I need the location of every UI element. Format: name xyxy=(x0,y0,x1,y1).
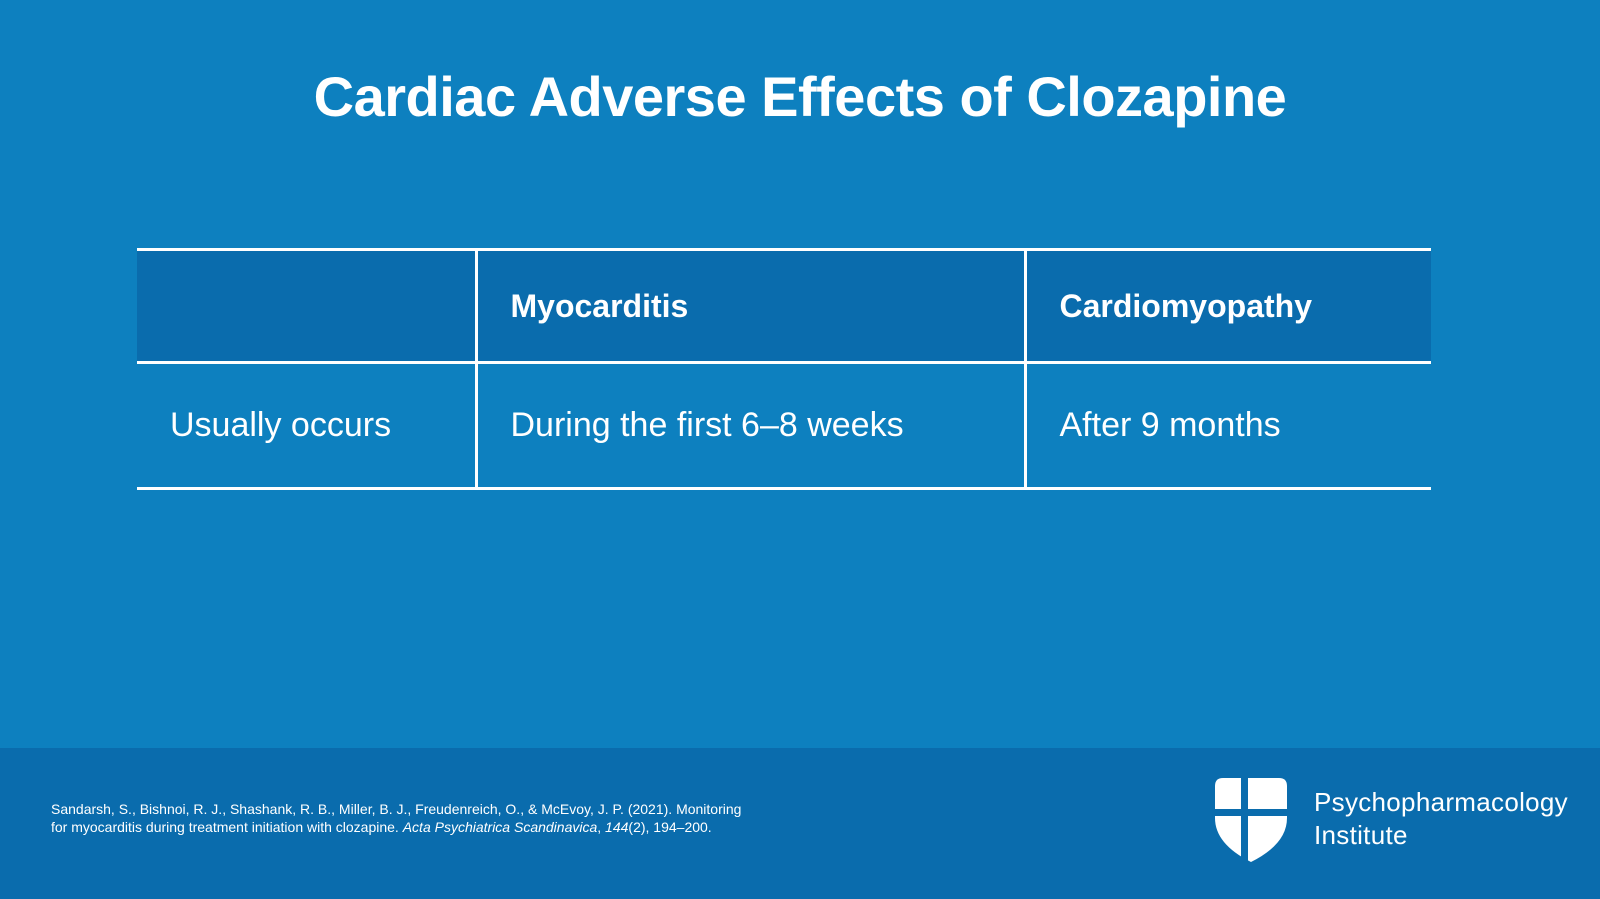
shield-cross-icon xyxy=(1210,774,1292,866)
logo: Psychopharmacology Institute xyxy=(1210,774,1568,866)
logo-text-line-2: Institute xyxy=(1314,820,1408,850)
table-header-empty xyxy=(137,249,476,363)
citation-issue-pages: (2), 194–200. xyxy=(628,819,712,835)
citation-line-1: Sandarsh, S., Bishnoi, R. J., Shashank, … xyxy=(51,801,742,817)
citation-journal-name: Acta Psychiatrica Scandinavica xyxy=(402,819,598,835)
slide-title: Cardiac Adverse Effects of Clozapine xyxy=(313,65,1287,128)
footer-band: Sandarsh, S., Bishnoi, R. J., Shashank, … xyxy=(0,748,1600,899)
table-header-myocarditis: Myocarditis xyxy=(474,249,1025,363)
citation: Sandarsh, S., Bishnoi, R. J., Shashank, … xyxy=(51,800,741,836)
cell-myocarditis-onset: During the first 6–8 weeks xyxy=(474,362,1025,489)
citation-line2-text: for myocarditis during treatment initiat… xyxy=(51,819,403,835)
cell-cardiomyopathy-onset: After 9 months xyxy=(1023,362,1431,489)
logo-text-line-1: Psychopharmacology xyxy=(1314,787,1568,817)
row-label-usually-occurs: Usually occurs xyxy=(170,406,392,444)
table-header-row: Myocarditis Cardiomyopathy xyxy=(137,249,1431,363)
citation-volume: 144 xyxy=(605,819,629,835)
table-header-cardiomyopathy: Cardiomyopathy xyxy=(1023,249,1431,363)
logo-text: Psychopharmacology Institute xyxy=(1314,786,1568,852)
citation-separator: , xyxy=(597,819,606,835)
comparison-table: Myocarditis Cardiomyopathy Usually occur… xyxy=(137,248,1431,490)
table-row-usually-occurs: Usually occurs During the first 6–8 week… xyxy=(137,362,1431,489)
citation-line-2: for myocarditis during treatment initiat… xyxy=(51,818,741,836)
